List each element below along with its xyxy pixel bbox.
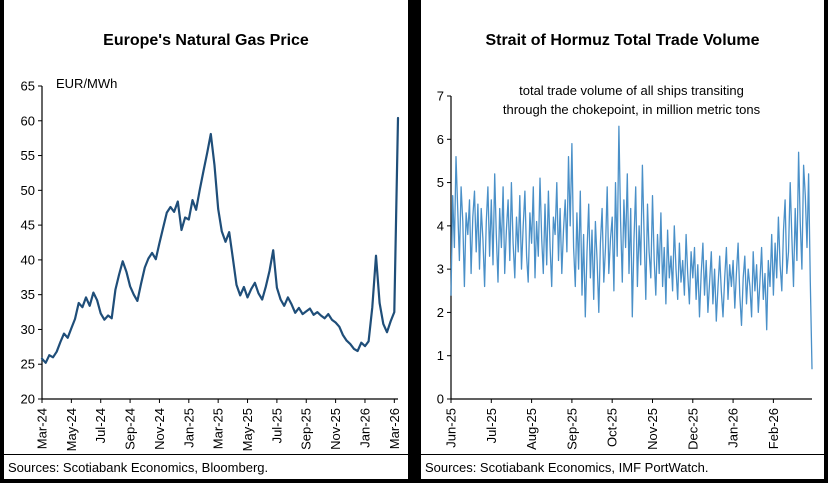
x-tick-label: Jul-24 bbox=[93, 408, 108, 443]
y-tick-label: 50 bbox=[21, 183, 35, 198]
axes bbox=[450, 96, 812, 400]
x-tick-label: Nov-24 bbox=[152, 408, 167, 450]
y-tick-label: 7 bbox=[437, 89, 444, 104]
axes bbox=[41, 86, 398, 400]
y-tick-label: 65 bbox=[21, 79, 35, 94]
gas-price-chart-title: Europe's Natural Gas Price bbox=[103, 32, 309, 49]
x-tick-label: Jan-26 bbox=[357, 408, 372, 448]
x-tick-label: Jun-25 bbox=[444, 408, 459, 448]
gas-price-source-note: Sources: Scotiabank Economics, Bloomberg… bbox=[4, 454, 408, 479]
hormuz-chart-title: Strait of Hormuz Total Trade Volume bbox=[485, 32, 760, 49]
x-tick-label: Aug-25 bbox=[524, 408, 539, 450]
y-tick-label: 20 bbox=[21, 392, 35, 407]
hormuz-chart-area: 0 1 2 3 4 5 6 7 Jun-25 Jul-25 Aug-25 Sep-25 Oct-25 No… bbox=[421, 56, 824, 454]
x-tick-label: Feb-26 bbox=[766, 408, 781, 449]
gas-price-line-chart: 20 25 30 35 40 45 50 55 60 65 Mar-24 May-24 Jul-24 Se… bbox=[21, 79, 402, 452]
x-tick-label: Dec-25 bbox=[685, 408, 700, 450]
y-tick-label: 4 bbox=[437, 218, 444, 233]
y-tick-label: 3 bbox=[437, 262, 444, 277]
chart-annotation: total trade volume of all ships transiti… bbox=[451, 82, 812, 120]
source-text: Sources: Scotiabank Economics, IMF PortW… bbox=[425, 459, 709, 475]
x-tick-label: Sep-24 bbox=[123, 408, 138, 450]
x-tick-label: Jul-25 bbox=[484, 408, 499, 443]
y-tick-label: 55 bbox=[21, 148, 35, 163]
x-tick-label: May-24 bbox=[64, 408, 79, 451]
x-tick-label: Mar-26 bbox=[387, 408, 402, 449]
y-tick-label: 60 bbox=[21, 113, 35, 128]
y-axis-unit-label: EUR/MWh bbox=[56, 76, 118, 91]
data-series-line bbox=[450, 125, 813, 370]
x-tick-label: Sep-25 bbox=[299, 408, 314, 450]
y-tick-label: 40 bbox=[21, 252, 35, 267]
y-tick-label: 25 bbox=[21, 357, 35, 372]
y-tick-label: 2 bbox=[437, 305, 444, 320]
x-tick-label: May-25 bbox=[240, 408, 255, 451]
y-tick-label: 30 bbox=[21, 322, 35, 337]
x-tick-label: Nov-25 bbox=[645, 408, 660, 450]
x-tick-label: Mar-25 bbox=[211, 408, 226, 449]
gas-price-panel: Europe's Natural Gas Price 20 25 30 35 40 45 5… bbox=[4, 0, 408, 479]
x-tick-label: Nov-25 bbox=[328, 408, 343, 450]
x-tick-label: Jan-25 bbox=[181, 408, 196, 448]
x-tick-label: Oct-25 bbox=[605, 408, 620, 447]
x-tick-label: Jan-26 bbox=[726, 408, 741, 448]
y-tick-label: 45 bbox=[21, 218, 35, 233]
x-tick-label: Jul-25 bbox=[269, 408, 284, 443]
y-tick-label: 1 bbox=[437, 348, 444, 363]
y-tick-label: 0 bbox=[437, 392, 444, 407]
y-tick-label: 35 bbox=[21, 287, 35, 302]
y-tick-label: 6 bbox=[437, 132, 444, 147]
annotation-line-1: total trade volume of all ships transiti… bbox=[519, 83, 744, 98]
x-tick-label: Sep-25 bbox=[564, 408, 579, 450]
x-tick-label: Mar-24 bbox=[35, 408, 50, 449]
annotation-line-2: through the chokepoint, in million metri… bbox=[502, 101, 761, 117]
data-series-line bbox=[40, 116, 400, 364]
panel-divider bbox=[408, 0, 421, 479]
hormuz-source-note: Sources: Scotiabank Economics, IMF PortW… bbox=[421, 454, 824, 479]
y-tick-label: 5 bbox=[437, 175, 444, 190]
hormuz-trade-panel: Strait of Hormuz Total Trade Volume 0 1 2 3… bbox=[421, 0, 824, 479]
hormuz-line-chart: 0 1 2 3 4 5 6 7 Jun-25 Jul-25 Aug-25 Sep-25 Oct-25 No… bbox=[437, 89, 813, 450]
source-text: Sources: Scotiabank Economics, Bloomberg… bbox=[8, 459, 269, 475]
gas-price-chart-area: 20 25 30 35 40 45 50 55 60 65 Mar-24 May-24 Jul-24 Se… bbox=[4, 56, 408, 454]
